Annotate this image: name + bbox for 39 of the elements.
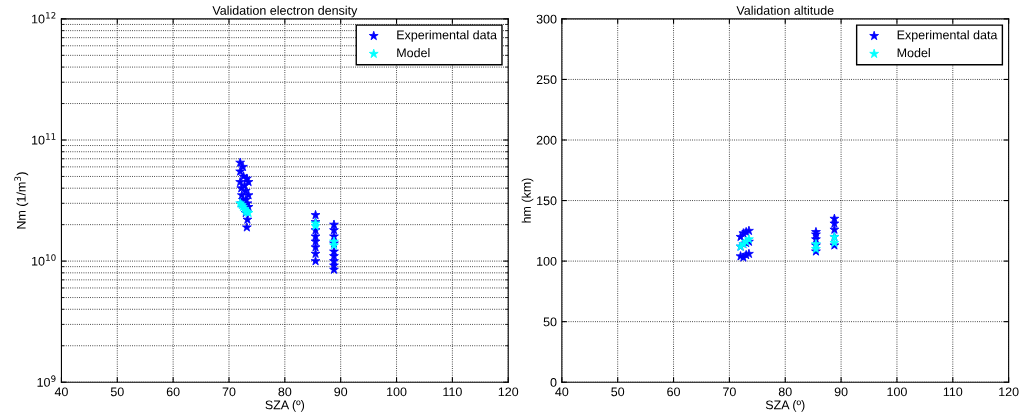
x-tick-label: 50 <box>611 387 625 397</box>
x-tick-label: 120 <box>498 387 519 397</box>
x-tick-label: 60 <box>667 387 681 397</box>
x-axis-title: SZA (º) <box>265 400 305 412</box>
y-tick-label: 250 <box>536 75 557 85</box>
x-axis-title: SZA (º) <box>765 400 805 412</box>
y-tick-label: 50 <box>543 317 557 327</box>
y-tick-label: 10$^{9}$ <box>37 375 56 387</box>
x-tick-label: 70 <box>723 387 736 397</box>
chart-title: Validation altitude <box>736 5 834 15</box>
legend-label: Experimental data <box>897 30 998 42</box>
x-tick-label: 110 <box>443 387 462 397</box>
x-tick-label: 80 <box>778 387 792 397</box>
legend-label: Model <box>397 48 430 58</box>
legend-label: Model <box>897 48 930 58</box>
x-tick-label: 60 <box>166 387 180 397</box>
y-axis-title: hm (km) <box>521 178 534 223</box>
y-tick-label: 300 <box>536 14 557 24</box>
y-tick-label: 200 <box>536 135 557 145</box>
x-tick-label: 100 <box>887 387 907 397</box>
x-tick-label: 110 <box>943 387 963 397</box>
x-tick-label: 90 <box>334 387 348 397</box>
x-tick-label: 50 <box>110 387 124 397</box>
x-tick-label: 80 <box>278 387 292 397</box>
x-tick-label: 120 <box>999 387 1019 397</box>
y-tick-label: 10$^{11}$ <box>32 133 56 145</box>
y-tick-label: 0 <box>550 378 557 387</box>
y-tick-label: 10$^{10}$ <box>32 254 56 266</box>
x-tick-label: 100 <box>387 387 407 397</box>
y-tick-label: 150 <box>537 196 557 206</box>
y-tick-label: 100 <box>537 256 557 266</box>
y-axis-title: Nm (1/m$^{3}$) <box>14 172 29 229</box>
chart-title: Validation electron density <box>212 5 358 18</box>
legend-label: Experimental data <box>397 30 497 42</box>
x-tick-label: 70 <box>222 387 236 397</box>
x-tick-label: 90 <box>834 387 848 397</box>
x-tick-label: 40 <box>54 387 68 397</box>
x-tick-label: 40 <box>555 387 569 397</box>
y-tick-label: 10$^{12}$ <box>32 12 56 24</box>
